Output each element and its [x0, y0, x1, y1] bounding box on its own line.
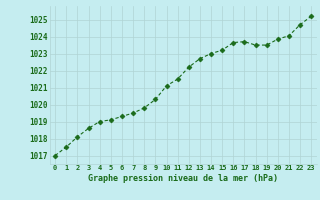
X-axis label: Graphe pression niveau de la mer (hPa): Graphe pression niveau de la mer (hPa)	[88, 174, 278, 183]
